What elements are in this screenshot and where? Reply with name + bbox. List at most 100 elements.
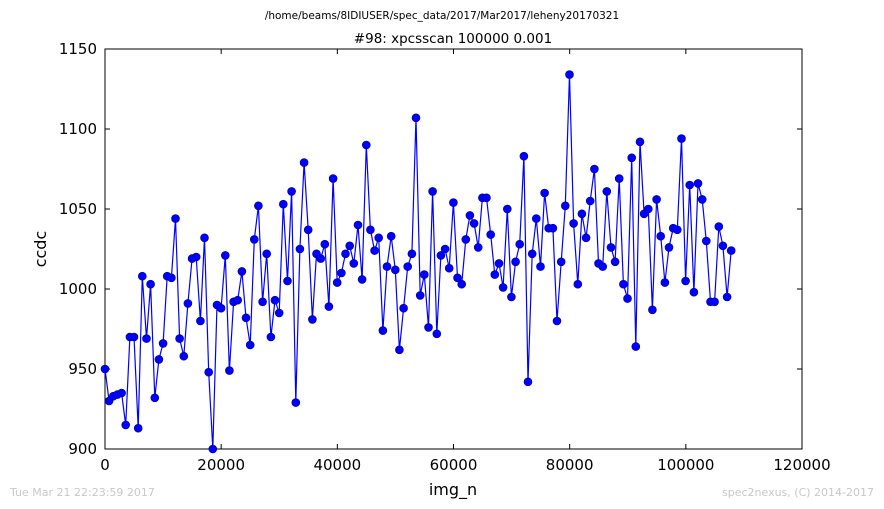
- data-point: [171, 214, 180, 223]
- data-point: [461, 235, 471, 244]
- y-tick-label: 1100: [59, 120, 97, 138]
- data-point: [200, 233, 209, 243]
- data-point: [556, 257, 566, 267]
- data-point: [295, 244, 305, 254]
- data-point: [701, 236, 711, 246]
- data-point: [320, 239, 330, 249]
- data-point: [208, 444, 218, 454]
- data-point: [498, 283, 508, 292]
- x-tick-label: 20000: [197, 456, 245, 474]
- data-point: [233, 295, 242, 305]
- data-point: [648, 305, 657, 315]
- data-point: [531, 214, 541, 223]
- data-point: [631, 342, 641, 351]
- data-point: [449, 198, 458, 207]
- data-point: [436, 251, 446, 260]
- data-point: [158, 339, 168, 348]
- data-point: [681, 276, 690, 286]
- data-point: [357, 275, 367, 284]
- data-point: [374, 233, 384, 243]
- data-point: [610, 257, 620, 267]
- chart-suptitle: /home/beams/8IDIUSER/spec_data/2017/Mar2…: [265, 10, 619, 22]
- data-point: [150, 393, 160, 403]
- data-point: [494, 259, 504, 268]
- data-point: [308, 315, 317, 324]
- data-point: [419, 270, 429, 279]
- data-point: [469, 219, 479, 228]
- data-point: [502, 204, 512, 214]
- data-point: [146, 279, 155, 289]
- data-point: [685, 180, 695, 190]
- data-point: [656, 231, 666, 241]
- data-point: [345, 241, 355, 251]
- data-point: [444, 263, 454, 273]
- data-point: [361, 140, 371, 150]
- data-point: [453, 273, 462, 283]
- data-point: [382, 262, 392, 271]
- data-point: [266, 332, 276, 342]
- data-point: [507, 292, 516, 302]
- data-point: [241, 313, 251, 323]
- data-point: [415, 291, 425, 300]
- data-point: [440, 244, 450, 254]
- x-tick-label: 0: [100, 456, 110, 474]
- data-point: [726, 246, 736, 255]
- data-point: [714, 222, 724, 231]
- data-point: [693, 179, 703, 188]
- data-point: [511, 257, 520, 267]
- data-point: [254, 201, 263, 211]
- data-point: [432, 329, 442, 339]
- data-point: [581, 233, 591, 243]
- data-point: [142, 334, 151, 343]
- x-tick-label: 120000: [773, 456, 830, 474]
- data-point: [523, 377, 533, 387]
- data-point: [204, 367, 213, 377]
- data-point: [390, 265, 400, 275]
- data-point: [527, 249, 537, 259]
- series-points: [100, 70, 736, 454]
- x-axis: 0 20000 40000 60000 80000 100000 120000: [100, 49, 831, 474]
- data-point: [366, 225, 375, 235]
- x-tick-label: 60000: [430, 456, 478, 474]
- data-point: [386, 231, 396, 241]
- x-tick-label: 80000: [546, 456, 594, 474]
- data-point: [424, 323, 433, 332]
- data-point: [191, 252, 201, 262]
- series-line: [104, 74, 732, 450]
- footer-credit: spec2nexus, (C) 2014-2017: [722, 486, 874, 499]
- data-point: [548, 223, 558, 233]
- y-tick-label: 950: [68, 360, 97, 378]
- data-point: [573, 279, 583, 289]
- data-point: [560, 201, 570, 211]
- data-point: [287, 187, 296, 196]
- data-point: [316, 254, 326, 263]
- data-point: [100, 364, 110, 374]
- data-point: [274, 308, 284, 318]
- data-point: [407, 249, 417, 259]
- data-point: [602, 187, 612, 196]
- data-point: [428, 187, 437, 196]
- data-point: [606, 243, 616, 252]
- y-tick-label: 1000: [59, 280, 97, 298]
- data-point: [569, 219, 578, 228]
- data-point: [183, 299, 193, 308]
- footer-timestamp: Tue Mar 21 22:23:59 2017: [10, 486, 155, 499]
- data-point: [552, 316, 562, 326]
- data-point: [677, 134, 686, 143]
- data-point: [341, 249, 350, 259]
- data-point: [225, 366, 234, 375]
- x-axis-label: img_n: [429, 480, 477, 500]
- data-point: [154, 355, 164, 364]
- data-point: [577, 209, 587, 219]
- data-point: [303, 225, 313, 235]
- y-tick-label: 1150: [59, 40, 97, 58]
- data-point: [473, 243, 483, 252]
- data-point: [117, 388, 126, 398]
- data-point: [614, 174, 624, 183]
- data-point: [395, 345, 404, 355]
- data-point: [399, 303, 408, 313]
- data-point: [643, 204, 653, 214]
- data-point: [349, 259, 359, 268]
- data-point: [278, 199, 288, 209]
- data-point: [598, 262, 608, 271]
